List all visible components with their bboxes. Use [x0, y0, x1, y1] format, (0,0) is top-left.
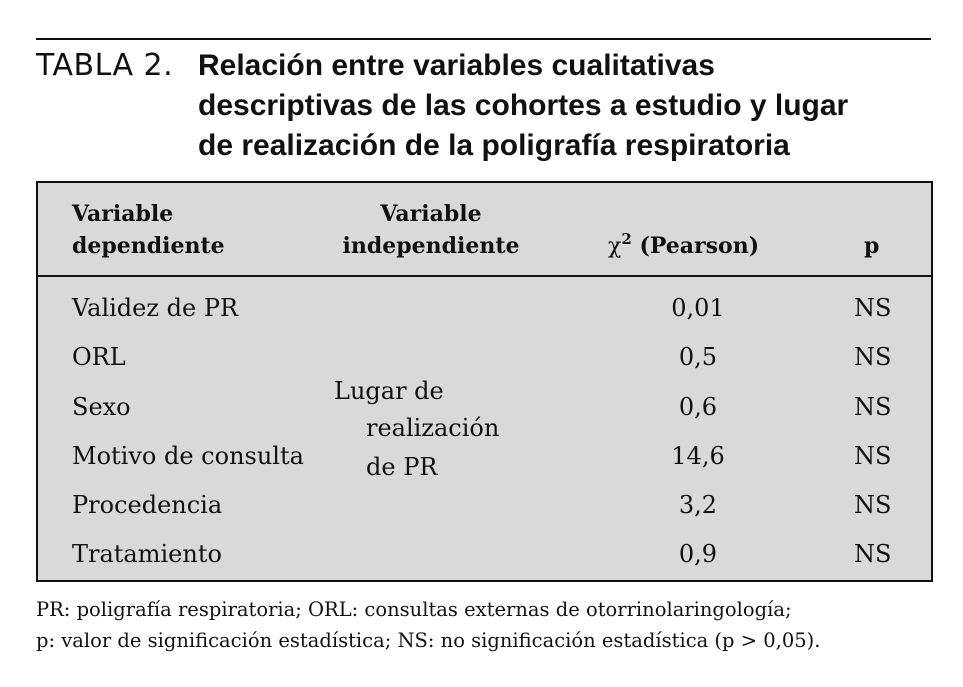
- row-1-chi2: 0,01: [671, 294, 725, 322]
- header-independent: Variable independiente: [334, 198, 528, 262]
- row-6-dependent: Tratamiento: [72, 540, 222, 568]
- footnote-line: PR: poligrafía respiratoria; ORL: consul…: [36, 598, 792, 621]
- row-5-p: NS: [854, 491, 892, 519]
- independent-value-line: realización: [366, 414, 500, 442]
- row-6-p: NS: [854, 540, 892, 568]
- header-dependent-line: Variable: [72, 201, 174, 227]
- row-4-chi2: 14,6: [671, 442, 725, 470]
- header-dependent: Variable dependiente: [72, 198, 225, 262]
- header-dependent-line: dependiente: [72, 233, 225, 259]
- row-2-p: NS: [854, 343, 892, 371]
- independent-value-line: Lugar de: [334, 377, 444, 405]
- table-title-line: descriptivas de las cohortes a estudio y…: [198, 89, 849, 122]
- header-independent-line: independiente: [342, 233, 520, 259]
- header-independent-line: Variable: [380, 201, 482, 227]
- independent-value-line: de PR: [366, 453, 438, 481]
- footnote-line: p: valor de significación estadística; N…: [36, 629, 821, 652]
- row-6-chi2: 0,9: [678, 540, 718, 568]
- row-4-p: NS: [854, 442, 892, 470]
- header-chi2: χ2 (Pearson): [608, 230, 759, 263]
- table-footnote: PR: poligrafía respiratoria; ORL: consul…: [36, 594, 936, 656]
- header-rule: [38, 275, 931, 277]
- top-rule: [36, 38, 931, 40]
- header-p: p: [864, 233, 880, 259]
- chi-superscript: 2: [621, 230, 632, 248]
- row-1-p: NS: [854, 294, 892, 322]
- row-1-dependent: Validez de PR: [72, 294, 239, 322]
- row-2-dependent: ORL: [72, 343, 126, 371]
- row-2-chi2: 0,5: [678, 343, 718, 371]
- table-title-line: de realización de la poligrafía respirat…: [198, 129, 790, 162]
- row-3-chi2: 0,6: [678, 393, 718, 421]
- table-title-line: Relación entre variables cualitativas: [198, 49, 715, 82]
- table-label: TABLA 2.: [36, 48, 174, 83]
- row-4-dependent: Motivo de consulta: [72, 442, 304, 470]
- row-5-dependent: Procedencia: [72, 491, 223, 519]
- row-3-dependent: Sexo: [72, 393, 131, 421]
- header-chi2-label: (Pearson): [631, 233, 760, 259]
- row-5-chi2: 3,2: [678, 491, 718, 519]
- data-table: Variable dependiente Variable independie…: [36, 181, 933, 582]
- chi-symbol: χ: [608, 234, 622, 259]
- row-3-p: NS: [854, 393, 892, 421]
- table-title: Relación entre variables cualitativas de…: [198, 46, 918, 166]
